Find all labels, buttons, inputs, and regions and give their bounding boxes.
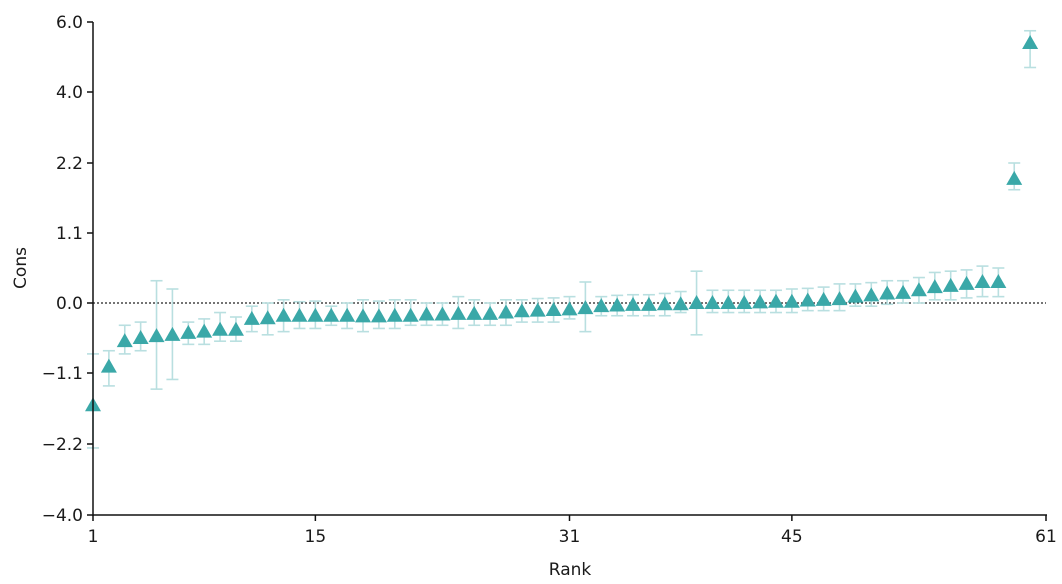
- data-point: [688, 295, 705, 309]
- data-point: [164, 326, 181, 341]
- data-point: [752, 294, 769, 309]
- data-point: [879, 285, 896, 300]
- data-point: [466, 305, 483, 320]
- data-point: [116, 333, 133, 348]
- y-tick-label: −2.2: [42, 435, 83, 455]
- data-point: [275, 307, 292, 322]
- data-point: [577, 300, 594, 315]
- x-tick-label: 45: [781, 527, 803, 547]
- x-tick-label: 31: [559, 527, 581, 547]
- data-point: [847, 288, 864, 303]
- data-point: [291, 307, 308, 322]
- data-point: [386, 307, 403, 322]
- data-point: [863, 287, 880, 302]
- data-point: [767, 293, 784, 308]
- y-tick-label: 1.1: [56, 224, 83, 244]
- data-point: [672, 296, 689, 311]
- data-point: [910, 282, 927, 297]
- data-point: [450, 305, 467, 320]
- x-axis-title: Rank: [549, 560, 592, 579]
- axes-layer: 6.0 4.0 2.2 1.1 0.0 −1.1 −2.2 −4.01 15 31 45 61: [42, 13, 1057, 547]
- data-point: [609, 297, 626, 312]
- data-point: [132, 330, 149, 344]
- y-tick-label: −4.0: [42, 506, 83, 526]
- data-point: [402, 307, 419, 322]
- data-point: [831, 291, 848, 306]
- data-point: [704, 295, 721, 309]
- data-point: [513, 303, 530, 318]
- data-point: [736, 295, 753, 309]
- data-point: [196, 323, 213, 338]
- data-point: [942, 277, 959, 292]
- y-tick-label: −1.1: [42, 364, 83, 384]
- y-tick-label: 0.0: [56, 294, 83, 314]
- data-point: [339, 307, 356, 322]
- data-point: [243, 310, 260, 325]
- data-point: [529, 302, 546, 317]
- data-point: [895, 284, 912, 299]
- data-point: [640, 296, 657, 311]
- data-point: [259, 310, 276, 325]
- data-point: [497, 304, 514, 319]
- x-tick-label: 15: [305, 527, 327, 547]
- x-tick-label: 61: [1035, 527, 1057, 547]
- data-point: [561, 301, 578, 316]
- data-point: [720, 295, 737, 309]
- y-tick-label: 4.0: [56, 83, 83, 103]
- data-point: [418, 306, 435, 321]
- data-point: [482, 305, 499, 320]
- data-point: [100, 358, 117, 373]
- data-point: [783, 293, 800, 308]
- data-point: [926, 279, 943, 294]
- y-tick-label: 6.0: [56, 13, 83, 33]
- marker-layer: [85, 35, 1039, 412]
- data-point: [799, 292, 816, 307]
- data-point: [974, 274, 991, 288]
- data-point: [545, 302, 562, 316]
- data-point: [307, 307, 324, 322]
- data-point: [434, 306, 451, 321]
- data-point: [593, 298, 610, 313]
- data-point: [1022, 35, 1039, 49]
- data-point: [148, 328, 165, 343]
- data-point: [625, 296, 642, 311]
- errorbar-layer: [87, 29, 1037, 449]
- y-tick-label: 2.2: [56, 154, 83, 174]
- y-axis-title: Cons: [11, 247, 31, 289]
- data-point: [656, 296, 673, 311]
- data-point: [180, 324, 197, 339]
- data-point: [990, 274, 1007, 288]
- data-point: [323, 307, 340, 322]
- data-point: [370, 308, 387, 323]
- data-point: [958, 275, 975, 290]
- x-tick-label: 1: [88, 527, 99, 547]
- data-point: [227, 321, 244, 336]
- data-point: [212, 321, 229, 336]
- data-point: [1006, 170, 1023, 185]
- data-point: [815, 291, 832, 306]
- data-point: [355, 308, 372, 323]
